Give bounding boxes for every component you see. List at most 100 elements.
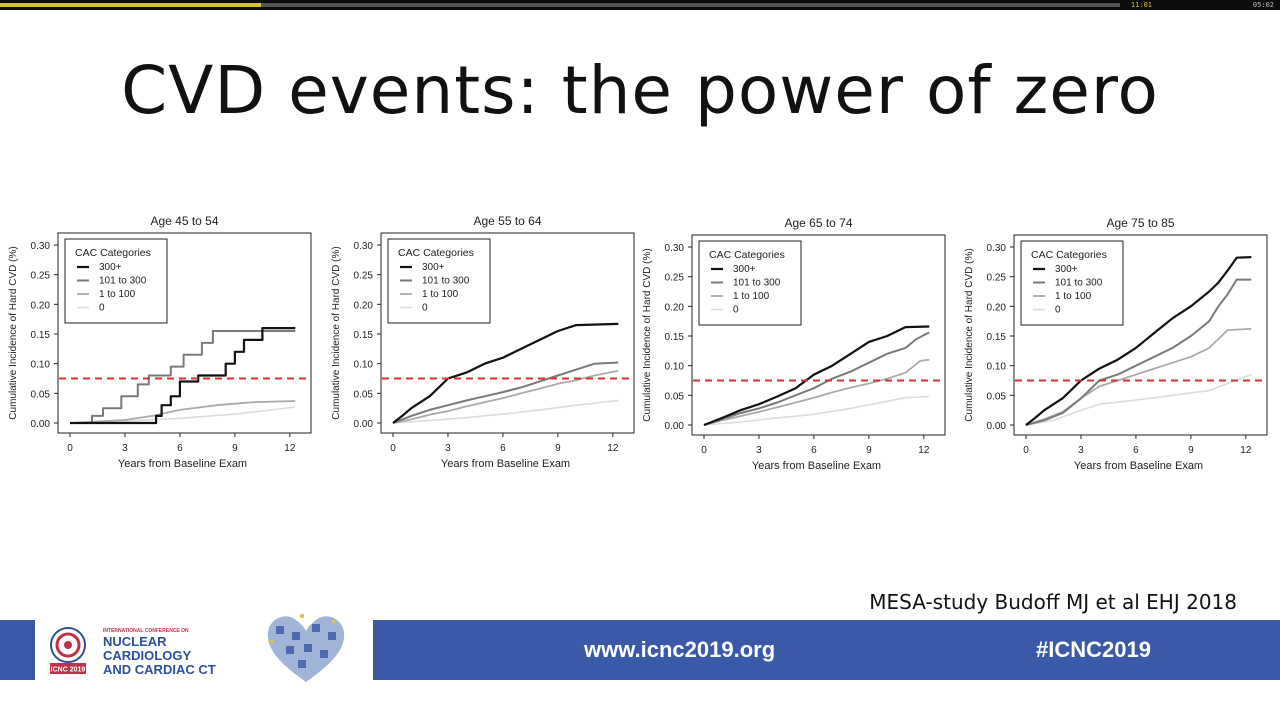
x-axis-label: Years from Baseline Exam — [441, 458, 570, 470]
chart-title: Age 65 to 74 — [784, 216, 852, 230]
legend-entry: 300+ — [1055, 264, 1078, 275]
x-tick-label: 12 — [284, 443, 296, 454]
y-tick-label: 0.25 — [354, 271, 374, 282]
y-tick-label: 0.20 — [987, 302, 1007, 313]
legend-entry: 1 to 100 — [1055, 291, 1092, 302]
y-tick-label: 0.10 — [31, 360, 51, 371]
conference-name-line3: AND CARDIAC CT — [103, 662, 216, 677]
x-tick-label: 12 — [1240, 445, 1252, 456]
legend-entry: 0 — [99, 303, 105, 314]
y-tick-label: 0.10 — [354, 360, 374, 371]
footer-band — [373, 620, 1280, 680]
hashtag: #ICNC2019 — [1036, 637, 1151, 662]
progress-track[interactable] — [260, 3, 1120, 7]
x-axis-label: Years from Baseline Exam — [1074, 460, 1203, 472]
y-tick-label: 0.00 — [31, 419, 51, 430]
chart-panel-3: Age 65 to 74 0.00 0.05 0.10 0.15 0.20 0.25 0.30… — [642, 216, 946, 472]
y-tick-label: 0.30 — [31, 241, 51, 252]
legend-entry: 101 to 300 — [422, 276, 470, 287]
y-axis-label: Cumulative Incidence of Hard CVD (%) — [331, 246, 342, 419]
series-line-4 — [69, 406, 296, 424]
series-line-2 — [70, 330, 296, 424]
y-tick-label: 0.05 — [665, 391, 685, 402]
y-tick-label: 0.05 — [354, 389, 374, 400]
series-line-2 — [392, 361, 619, 424]
y-axis-label: Cumulative Incidence of Hard CVD (%) — [642, 248, 653, 421]
legend-title: CAC Categories — [709, 249, 785, 261]
x-tick-label: 3 — [445, 443, 451, 454]
y-tick-label: 0.15 — [987, 332, 1007, 343]
y-tick-label: 0.25 — [31, 271, 51, 282]
series-line-1 — [1025, 256, 1252, 426]
y-tick-label: 0.25 — [665, 273, 685, 284]
y-tick-label: 0.00 — [987, 421, 1007, 432]
logo-text: ICNC 2019 — [51, 667, 86, 674]
heart-mosaic-icon — [267, 614, 345, 682]
charts-panel: Age 45 to 54 0.00 0.05 0.10 0.15 0.20 0.25 0.30… — [8, 214, 1268, 472]
y-tick-label: 0.30 — [354, 241, 374, 252]
chart-panel-2: Age 55 to 64 0.00 0.05 0.10 0.15 0.20 0.25 0.30… — [331, 214, 635, 470]
chart-panel-4: Age 75 to 85 0.00 0.05 0.10 0.15 0.20 0.25 0.30… — [964, 216, 1268, 472]
footer-left-band — [0, 620, 35, 680]
series-line-2 — [703, 331, 930, 426]
series-line-3 — [69, 400, 296, 424]
y-tick-label: 0.00 — [665, 421, 685, 432]
y-tick-label: 0.20 — [31, 300, 51, 311]
series-line-2 — [1025, 278, 1252, 426]
y-tick-label: 0.15 — [354, 330, 374, 341]
series-line-3 — [392, 369, 619, 424]
legend-entry: 300+ — [422, 262, 445, 273]
series-line-4 — [392, 399, 619, 424]
y-tick-label: 0.20 — [354, 300, 374, 311]
series-line-4 — [703, 395, 930, 426]
y-tick-label: 0.30 — [987, 243, 1007, 254]
y-tick-label: 0.20 — [665, 302, 685, 313]
x-tick-label: 3 — [756, 445, 762, 456]
x-tick-label: 9 — [232, 443, 238, 454]
chart-panel-1: Age 45 to 54 0.00 0.05 0.10 0.15 0.20 0.25 0.30… — [8, 214, 312, 470]
x-tick-label: 6 — [500, 443, 506, 454]
x-axis-label: Years from Baseline Exam — [752, 460, 881, 472]
x-tick-label: 9 — [1188, 445, 1194, 456]
conference-name: NUCLEAR CARDIOLOGY AND CARDIAC CT — [103, 635, 216, 677]
progress-fill[interactable] — [0, 3, 261, 7]
website-link[interactable]: www.icnc2019.org — [584, 637, 776, 662]
legend-entry: 0 — [422, 303, 428, 314]
y-tick-label: 0.00 — [354, 419, 374, 430]
slide-title: CVD events: the power of zero — [121, 52, 1159, 129]
x-tick-label: 0 — [1023, 445, 1029, 456]
legend-title: CAC Categories — [75, 247, 151, 259]
time-total: 05:02 — [1252, 1, 1274, 9]
conference-name-line1: NUCLEAR — [103, 634, 167, 649]
legend-entry: 101 to 300 — [1055, 278, 1103, 289]
legend-entry: 101 to 300 — [733, 278, 781, 289]
series-line-4 — [1025, 373, 1252, 426]
y-tick-label: 0.25 — [987, 273, 1007, 284]
series-line-1 — [70, 327, 296, 425]
y-tick-label: 0.30 — [665, 243, 685, 254]
x-tick-label: 0 — [67, 443, 73, 454]
y-tick-label: 0.10 — [665, 362, 685, 373]
chart-title: Age 75 to 85 — [1106, 216, 1174, 230]
x-tick-label: 0 — [701, 445, 707, 456]
chart-title: Age 45 to 54 — [150, 214, 218, 228]
y-axis-label: Cumulative Incidence of Hard CVD (%) — [8, 246, 19, 419]
x-tick-label: 12 — [607, 443, 619, 454]
series-line-1 — [703, 325, 930, 427]
legend-title: CAC Categories — [398, 247, 474, 259]
legend-entry: 0 — [1055, 305, 1061, 316]
x-tick-label: 3 — [122, 443, 128, 454]
x-tick-label: 9 — [555, 443, 561, 454]
y-tick-label: 0.15 — [665, 332, 685, 343]
x-tick-label: 0 — [390, 443, 396, 454]
conference-logo-icon: ICNC 2019 — [50, 627, 86, 674]
x-tick-label: 12 — [918, 445, 930, 456]
x-tick-label: 6 — [1133, 445, 1139, 456]
chart-title: Age 55 to 64 — [473, 214, 541, 228]
legend-entry: 1 to 100 — [422, 289, 459, 300]
conference-name-line2: CARDIOLOGY — [103, 648, 192, 663]
legend-entry: 0 — [733, 305, 739, 316]
legend-entry: 1 to 100 — [733, 291, 770, 302]
footer-banner: ICNC 2019 INTERNATIONAL CONFERENCE ON NU… — [0, 614, 1280, 682]
legend-title: CAC Categories — [1031, 249, 1107, 261]
